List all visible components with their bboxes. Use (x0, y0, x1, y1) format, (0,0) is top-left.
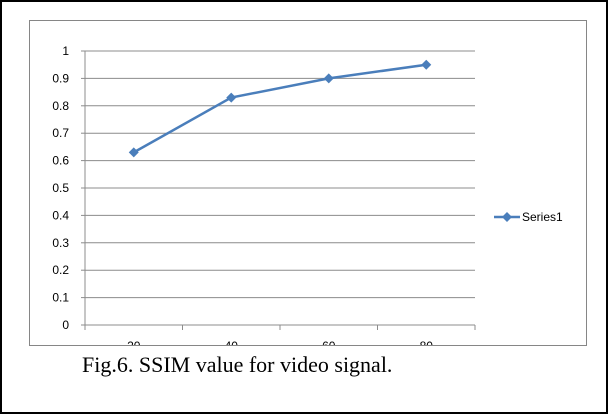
y-tick-label: 0.9 (52, 71, 69, 85)
series-layer (128, 59, 432, 158)
data-point (128, 147, 139, 158)
y-tick-label: 0.8 (52, 99, 69, 113)
y-tick-label: 0.6 (52, 154, 69, 168)
gridlines (85, 50, 475, 299)
y-tick-label: 0.3 (52, 236, 69, 250)
data-point (421, 59, 432, 70)
legend: Series1 (494, 210, 563, 224)
line-chart: 0 0.1 0.2 0.3 0.4 0.5 0.6 0.7 0.8 0.9 1 20 40 60 80 Se… (52, 44, 563, 345)
series-line (133, 63, 427, 154)
y-tick-label: 1 (62, 44, 69, 58)
chart-area: 0 0.1 0.2 0.3 0.4 0.5 0.6 0.7 0.8 0.9 1 20 40 60 80 Se… (29, 20, 587, 346)
y-tick-label: 0.5 (52, 181, 69, 195)
data-point (323, 73, 334, 84)
y-tick-label: 0.7 (52, 126, 69, 140)
y-tick-label: 0.4 (52, 208, 69, 222)
x-tick-label: 60 (322, 339, 336, 345)
y-tick-label: 0 (62, 318, 69, 332)
data-point (226, 92, 237, 103)
axes: 0 0.1 0.2 0.3 0.4 0.5 0.6 0.7 0.8 0.9 1 20 40 60 80 (52, 44, 476, 345)
x-tick-label: 20 (127, 339, 141, 345)
x-tick-label: 80 (420, 339, 434, 345)
legend-marker (502, 212, 512, 222)
y-tick-label: 0.2 (52, 263, 69, 277)
x-tick-label: 40 (225, 339, 239, 345)
y-tick-label: 0.1 (52, 291, 69, 305)
legend-label: Series1 (522, 210, 563, 224)
figure-caption: Fig.6. SSIM value for video signal. (82, 352, 393, 377)
